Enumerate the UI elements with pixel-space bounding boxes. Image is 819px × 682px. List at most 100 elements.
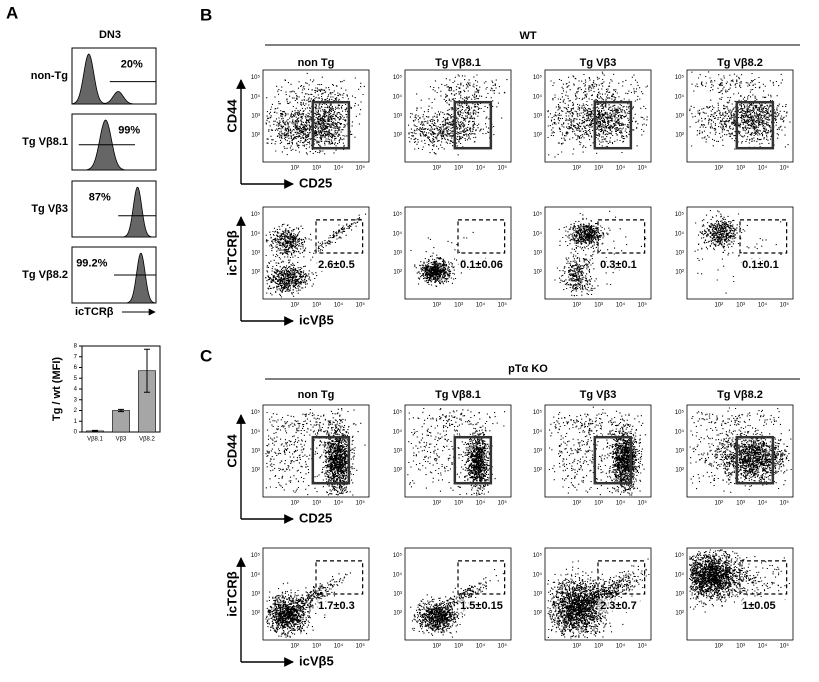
dot-cloud bbox=[547, 71, 648, 158]
gate bbox=[739, 560, 788, 595]
x-tick-label: 10⁵ bbox=[498, 500, 508, 507]
y-tick-label: 10⁵ bbox=[533, 211, 543, 218]
y-tick-label: 10² bbox=[251, 610, 260, 616]
error-bar bbox=[144, 348, 150, 393]
y-tick-label: 10⁴ bbox=[533, 93, 543, 100]
column-label: Tg Vβ8.1 bbox=[435, 57, 481, 69]
x-tick-label: 10⁴ bbox=[334, 165, 344, 172]
label-bg bbox=[598, 598, 647, 613]
x-tick-label: 10³ bbox=[312, 501, 321, 507]
plot-frame bbox=[262, 69, 370, 163]
x-tick-label: 10² bbox=[572, 166, 581, 172]
axis-label: CD44 bbox=[224, 434, 239, 468]
x-tick-label: 10⁵ bbox=[498, 165, 508, 172]
y-tick-label: 10² bbox=[675, 269, 684, 275]
dot-cloud bbox=[265, 213, 367, 298]
label-bg bbox=[598, 257, 647, 272]
dot-cloud bbox=[689, 71, 791, 150]
x-tick-label: 10⁴ bbox=[476, 500, 486, 507]
x-tick-label: 10² bbox=[432, 644, 441, 650]
error-bar bbox=[92, 429, 98, 432]
gate bbox=[593, 100, 633, 150]
x-tick-label: 10³ bbox=[594, 501, 603, 507]
y-tick-label: 10³ bbox=[251, 448, 260, 454]
axis-label: icVβ5 bbox=[299, 653, 334, 668]
x-tick-label: 10² bbox=[290, 501, 299, 507]
y-tick-label: 6 bbox=[74, 365, 78, 371]
y-tick-label: 1 bbox=[74, 419, 78, 425]
plot-frame bbox=[544, 404, 652, 498]
column-label: Tg Vβ8.2 bbox=[717, 57, 763, 69]
plot-frame bbox=[404, 404, 512, 498]
column-label: Tg Vβ8.2 bbox=[717, 389, 763, 401]
gate bbox=[315, 560, 364, 595]
y-tick-label: 10⁴ bbox=[533, 571, 543, 578]
x-tick-label: 10⁴ bbox=[758, 302, 768, 309]
axis-label: icTCRβ bbox=[75, 306, 114, 318]
y-tick-label: 3 bbox=[74, 397, 78, 403]
x-tick-label: 10⁴ bbox=[476, 302, 486, 309]
x-tick-label: 10³ bbox=[312, 303, 321, 309]
plot-frame bbox=[544, 547, 652, 641]
gate bbox=[453, 435, 493, 485]
x-tick-label: 10⁴ bbox=[758, 500, 768, 507]
x-tick-label: Vβ8.1 bbox=[87, 437, 103, 443]
y-tick-label: 10³ bbox=[251, 113, 260, 119]
y-tick-label: 10⁴ bbox=[251, 230, 261, 237]
x-tick-label: 10² bbox=[290, 303, 299, 309]
gate-value: 0.1±0.06 bbox=[460, 259, 503, 271]
y-tick-label: 10² bbox=[675, 132, 684, 138]
label-bg bbox=[740, 257, 789, 272]
plot-frame bbox=[544, 69, 652, 163]
y-tick-label: 10⁵ bbox=[675, 74, 685, 81]
y-tick-label: 10³ bbox=[251, 250, 260, 256]
y-tick-label: 10⁴ bbox=[675, 571, 685, 578]
y-tick-label: 10⁴ bbox=[675, 93, 685, 100]
x-tick-label: 10⁴ bbox=[616, 165, 626, 172]
y-tick-label: 5 bbox=[74, 376, 78, 382]
y-tick-label: 2 bbox=[74, 408, 78, 414]
y-tick-label: 10² bbox=[393, 269, 402, 275]
y-tick-label: 10² bbox=[251, 132, 260, 138]
y-tick-label: 10³ bbox=[393, 448, 402, 454]
y-tick-label: 10³ bbox=[533, 250, 542, 256]
histogram bbox=[72, 119, 156, 171]
x-tick-label: 10⁵ bbox=[638, 165, 648, 172]
x-tick-label: 10² bbox=[714, 644, 723, 650]
y-tick-label: 10³ bbox=[675, 250, 684, 256]
x-tick-label: 10⁴ bbox=[616, 500, 626, 507]
column-label: Tg Vβ8.1 bbox=[435, 389, 481, 401]
x-tick-label: 10⁵ bbox=[498, 302, 508, 309]
plot-frame bbox=[404, 547, 512, 641]
x-tick-label: 10² bbox=[290, 644, 299, 650]
column-label: non Tg bbox=[298, 57, 335, 69]
y-tick-label: 10³ bbox=[533, 113, 542, 119]
gate-value: 1.7±0.3 bbox=[318, 600, 355, 612]
x-tick-label: 10⁴ bbox=[616, 643, 626, 650]
x-tick-label: 10² bbox=[572, 303, 581, 309]
x-tick-label: 10⁴ bbox=[334, 302, 344, 309]
y-tick-label: 10⁵ bbox=[533, 552, 543, 559]
percent-label: 99% bbox=[118, 125, 140, 137]
gate bbox=[457, 219, 506, 254]
y-tick-label: 10³ bbox=[533, 448, 542, 454]
x-tick-label: 10⁴ bbox=[476, 643, 486, 650]
dot-cloud bbox=[547, 558, 650, 639]
x-tick-label: 10² bbox=[432, 501, 441, 507]
column-label: non Tg bbox=[298, 389, 335, 401]
y-tick-label: 10⁴ bbox=[393, 230, 403, 237]
axis-label: icTCRβ bbox=[224, 230, 239, 276]
x-tick-label: 10⁴ bbox=[334, 500, 344, 507]
y-tick-label: 10⁵ bbox=[675, 211, 685, 218]
y-tick-label: 10² bbox=[393, 610, 402, 616]
dot-cloud bbox=[410, 569, 504, 638]
plot-frame bbox=[262, 547, 370, 641]
gate bbox=[593, 435, 633, 485]
y-tick-label: 10³ bbox=[393, 250, 402, 256]
x-tick-label: Vβ8.2 bbox=[139, 437, 155, 443]
dot-cloud bbox=[410, 231, 487, 288]
gate-value: 2.6±0.5 bbox=[318, 259, 355, 271]
x-tick-label: 10² bbox=[572, 644, 581, 650]
y-tick-label: 10² bbox=[393, 132, 402, 138]
